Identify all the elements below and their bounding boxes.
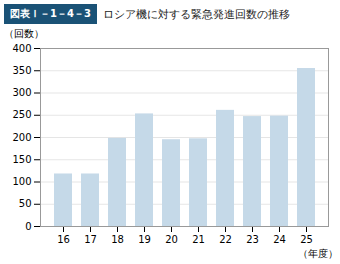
svg-text:17: 17 [84,234,97,245]
svg-text:350: 350 [12,65,31,76]
svg-text:（年度）: （年度） [298,248,338,259]
svg-text:200: 200 [12,132,31,143]
svg-text:20: 20 [165,234,178,245]
svg-text:21: 21 [192,234,205,245]
svg-text:400: 400 [12,43,31,54]
svg-text:19: 19 [138,234,151,245]
svg-text:16: 16 [57,234,70,245]
svg-text:0: 0 [25,221,31,232]
svg-text:22: 22 [219,234,232,245]
svg-text:250: 250 [12,109,31,120]
svg-text:25: 25 [300,234,313,245]
html-text:図表Ｉ－1－4－3: 図表Ｉ－1－4－3 [10,8,91,19]
svg-text:（回数）: （回数） [4,28,44,39]
html-text:ロシア機に対する緊急発進回数の推移: ロシア機に対する緊急発進回数の推移 [102,7,290,21]
svg-text:150: 150 [12,154,31,165]
svg-text:100: 100 [12,176,31,187]
svg-text:300: 300 [12,87,31,98]
svg-text:24: 24 [273,234,286,245]
svg-text:50: 50 [19,198,32,209]
svg-text:18: 18 [111,234,124,245]
svg-text:23: 23 [246,234,259,245]
